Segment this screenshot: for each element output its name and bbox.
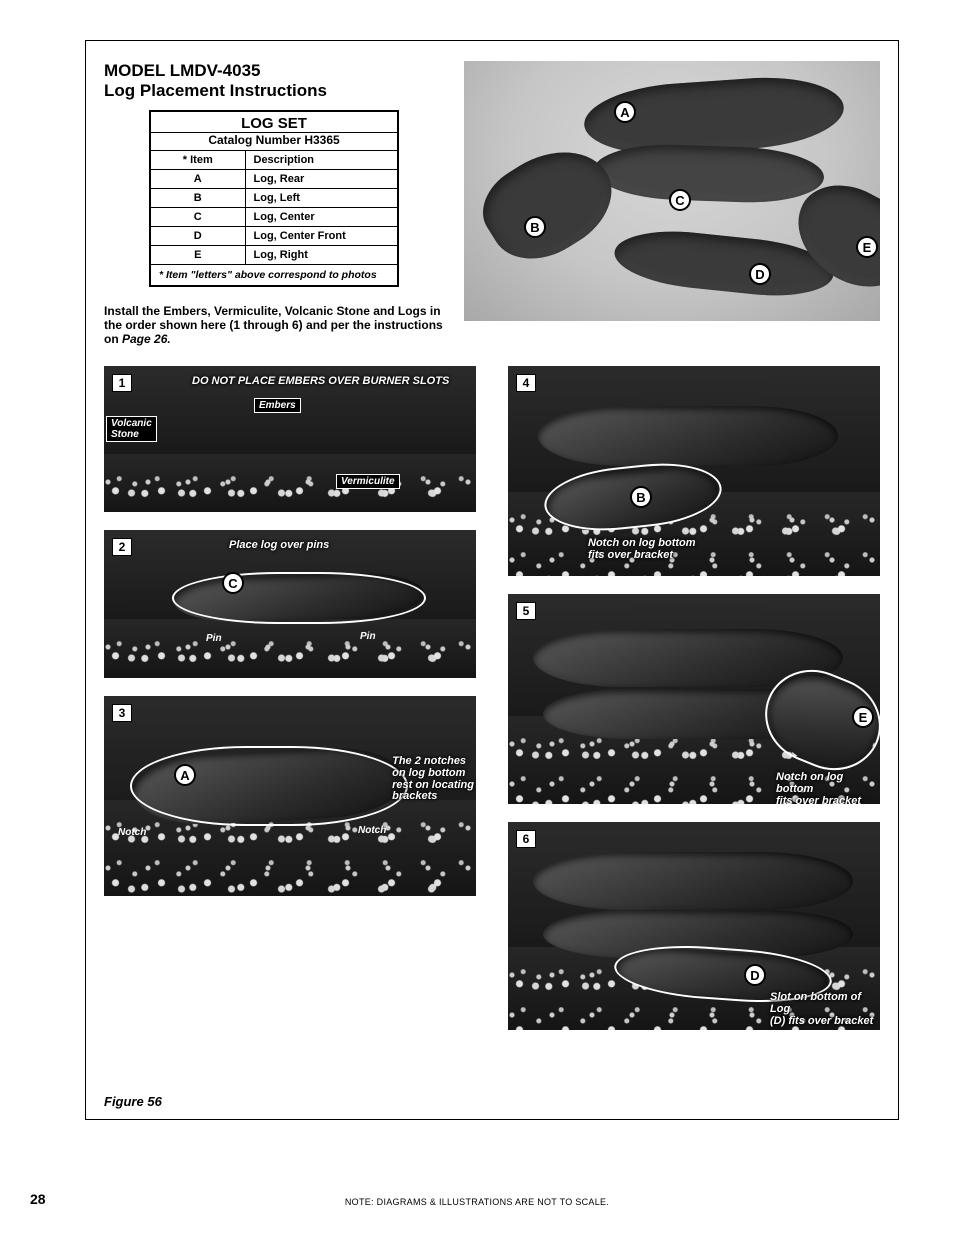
table-row: BLog, Left: [150, 189, 398, 208]
footer-note: NOTE: DIAGRAMS & ILLUSTRATIONS ARE NOT T…: [0, 1197, 954, 1207]
label-volcanic-stone: VolcanicStone: [106, 416, 157, 442]
step-6: 6 D Slot on bottom of Log(D) fits over b…: [508, 822, 880, 1030]
step-3: 3 A The 2 notcheson log bottomrest on lo…: [104, 696, 476, 896]
title-line-1: MODEL LMDV-4035: [104, 61, 444, 81]
step-number: 2: [112, 538, 132, 556]
label-embers: Embers: [254, 398, 301, 413]
label-notch: Notch: [354, 824, 390, 837]
step-1: 1 DO NOT PLACE EMBERS OVER BURNER SLOTS …: [104, 366, 476, 512]
logset-table: LOG SET Catalog Number H3365 * Item Desc…: [149, 110, 399, 287]
overview-photo: A B C D E: [464, 61, 880, 321]
step-4: 4 B Notch on log bottomfits over bracket: [508, 366, 880, 576]
step-2: 2 Place log over pins C Pin Pin: [104, 530, 476, 678]
step-side-caption: The 2 notcheson log bottomrest on locati…: [392, 756, 474, 802]
step-caption: Notch on log bottomfits over bracket: [776, 772, 880, 804]
title-line-2: Log Placement Instructions: [104, 81, 444, 101]
step-number: 6: [516, 830, 536, 848]
overview-badge-E: E: [856, 236, 878, 258]
step-number: 1: [112, 374, 132, 392]
install-note-page: Page 26.: [122, 332, 171, 346]
table-row: ALog, Rear: [150, 170, 398, 189]
step-caption: Notch on log bottomfits over bracket: [588, 538, 696, 561]
overview-badge-A: A: [614, 101, 636, 123]
table-row: ELog, Right: [150, 246, 398, 265]
label-vermiculite: Vermiculite: [336, 474, 400, 489]
table-header: LOG SET: [150, 111, 398, 133]
overview-badge-C: C: [669, 189, 691, 211]
col-item: * Item: [150, 151, 245, 170]
left-column: MODEL LMDV-4035 Log Placement Instructio…: [104, 61, 444, 346]
steps-right: 4 B Notch on log bottomfits over bracket…: [508, 366, 880, 1030]
step-5: 5 E Notch on log bottomfits over bracket: [508, 594, 880, 804]
step-header: Place log over pins: [229, 540, 329, 552]
table-row: DLog, Center Front: [150, 227, 398, 246]
top-row: MODEL LMDV-4035 Log Placement Instructio…: [104, 61, 880, 346]
overview-badge-B: B: [524, 216, 546, 238]
step-number: 3: [112, 704, 132, 722]
step-header: DO NOT PLACE EMBERS OVER BURNER SLOTS: [192, 376, 449, 388]
steps-left: 1 DO NOT PLACE EMBERS OVER BURNER SLOTS …: [104, 366, 476, 1030]
table-subheader: Catalog Number H3365: [150, 133, 398, 151]
col-desc: Description: [245, 151, 398, 170]
title-block: MODEL LMDV-4035 Log Placement Instructio…: [104, 61, 444, 100]
label-pin: Pin: [356, 630, 380, 643]
table-footer: * Item "letters" above correspond to pho…: [150, 265, 398, 287]
label-notch: Notch: [114, 826, 150, 839]
install-note: Install the Embers, Vermiculite, Volcani…: [104, 305, 444, 346]
table-row: CLog, Center: [150, 208, 398, 227]
step-number: 4: [516, 374, 536, 392]
label-pin: Pin: [202, 632, 226, 645]
page-frame: MODEL LMDV-4035 Log Placement Instructio…: [85, 40, 899, 1120]
step-caption: Slot on bottom of Log(D) fits over brack…: [770, 992, 880, 1027]
step-number: 5: [516, 602, 536, 620]
figure-label: Figure 56: [104, 1094, 162, 1109]
overview-badge-D: D: [749, 263, 771, 285]
steps-grid: 1 DO NOT PLACE EMBERS OVER BURNER SLOTS …: [104, 366, 880, 1030]
